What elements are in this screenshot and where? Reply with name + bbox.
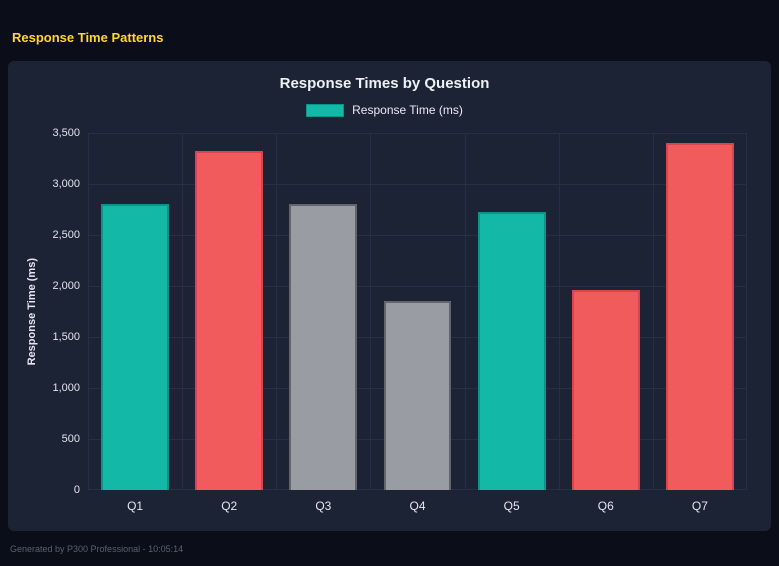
x-tick-label-q6: Q6	[597, 499, 614, 513]
page-title: Response Time Patterns	[12, 30, 164, 45]
y-tick-label: 1,500	[52, 331, 80, 343]
page-header: Response Time Patterns	[0, 0, 779, 61]
x-tick-label-q4: Q4	[409, 499, 426, 513]
chart-card: Response Times by Question Response Time…	[8, 61, 771, 531]
plot-column: Q1 Q2 Q3 Q4 Q5 Q6 Q7	[88, 133, 747, 523]
legend-label: Response Time (ms)	[352, 103, 463, 117]
x-tick-label-q7: Q7	[691, 499, 708, 513]
y-tick-label: 2,500	[52, 229, 80, 241]
y-tick-label: 1,000	[52, 382, 80, 394]
y-axis-ticks: 0 500 1,000 1,500 2,000 2,500 3,000 3,500	[42, 127, 88, 496]
y-tick-label: 3,000	[52, 178, 80, 190]
gridline-vertical	[464, 133, 466, 490]
chart-title: Response Times by Question	[279, 75, 490, 92]
chart-area: Response Time (ms) 0 500 1,000 1,500 2,000 2,…	[22, 127, 747, 523]
footer-text: Generated by P300 Professional - 10:05:1…	[10, 544, 184, 554]
plot-area	[88, 133, 747, 490]
page-footer: Generated by P300 Professional - 10:05:1…	[0, 531, 779, 557]
gridline-vertical	[370, 133, 372, 490]
x-tick-label-q5: Q5	[503, 499, 520, 513]
y-tick-label: 0	[73, 484, 80, 496]
bar-q3[interactable]	[289, 204, 358, 490]
gridline-vertical	[276, 133, 278, 490]
legend-swatch	[306, 103, 345, 117]
x-tick-label-q1: Q1	[127, 499, 144, 513]
gridline-vertical	[746, 133, 747, 490]
gridline-horizontal	[88, 133, 747, 134]
gridline-vertical	[182, 133, 184, 490]
x-tick-label-q3: Q3	[315, 499, 332, 513]
bar-q6[interactable]	[571, 290, 640, 490]
gridline-vertical	[88, 133, 89, 490]
bar-q2[interactable]	[195, 151, 264, 490]
x-axis-labels: Q1 Q2 Q3 Q4 Q5 Q6 Q7	[88, 499, 747, 523]
gridline-horizontal	[88, 184, 747, 185]
y-tick-label: 500	[61, 433, 80, 445]
y-tick-label: 2,000	[52, 280, 80, 292]
bar-q4[interactable]	[383, 301, 452, 490]
bar-q1[interactable]	[101, 204, 169, 490]
gridline-vertical	[558, 133, 560, 490]
bar-q7[interactable]	[666, 143, 734, 490]
x-tick-label-q2: Q2	[221, 499, 238, 513]
chart-legend[interactable]: Response Time (ms)	[22, 103, 747, 117]
y-axis-title: Response Time (ms)	[26, 257, 38, 366]
y-tick-label: 3,500	[52, 127, 80, 139]
bar-q5[interactable]	[477, 211, 546, 490]
gridline-vertical	[652, 133, 654, 490]
gridline-horizontal	[88, 235, 747, 236]
gridline-horizontal	[88, 286, 747, 287]
y-axis-title-box: Response Time (ms)	[22, 133, 42, 490]
